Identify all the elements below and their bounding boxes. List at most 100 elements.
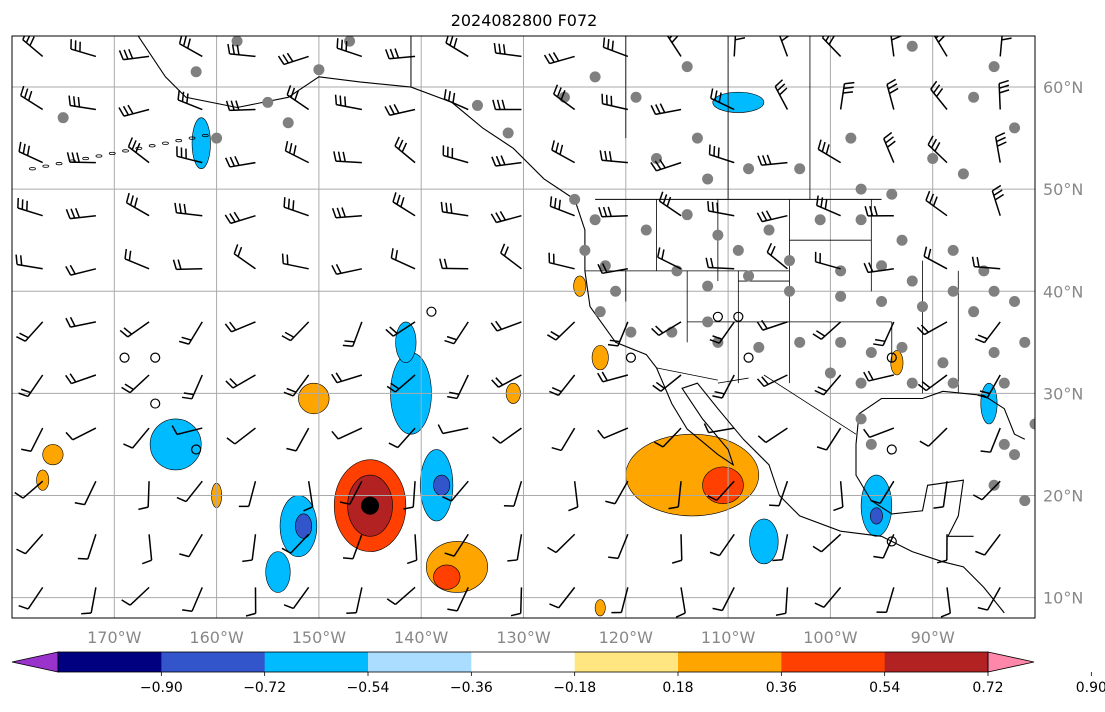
wind-barb-feather (891, 31, 900, 35)
wind-barb-feather (843, 86, 854, 90)
wind-barb-feather (131, 140, 137, 150)
wind-barb-feather (65, 265, 72, 276)
wind-barb-feather (815, 195, 819, 206)
calm-wind-circle (426, 306, 437, 317)
wind-barb-feather (284, 331, 295, 338)
wind-barb-feather (65, 374, 72, 384)
station-dot (855, 183, 867, 195)
wind-barb-feather (245, 612, 256, 617)
wind-barb-staff (185, 480, 203, 503)
wind-barb-feather (886, 140, 896, 148)
lat-tick-label: 30°N (1043, 384, 1083, 403)
wind-barb-feather (932, 196, 938, 207)
wind-barb-feather (599, 150, 603, 161)
wind-barb-staff (890, 36, 895, 57)
station-dot (947, 285, 959, 297)
wind-barb-feather (549, 390, 559, 397)
wind-barb-feather (66, 152, 71, 163)
wind-barb-feather (449, 36, 454, 46)
wind-barb-staff (251, 534, 257, 561)
wind-barb-feather (452, 92, 456, 103)
colorbar-extend-low (11, 651, 59, 673)
colorbar-tick-label: 0.90 (1076, 680, 1105, 696)
wind-barb-feather (446, 335, 457, 341)
wind-barb-feather (493, 42, 497, 54)
wind-barb-staff (414, 534, 418, 561)
colorbar-extend-high (987, 651, 1035, 673)
colorbar-tick-label: −0.54 (347, 680, 390, 696)
station-dot (262, 96, 274, 108)
station-dot (998, 377, 1010, 389)
wind-barb-staff (560, 427, 576, 451)
station-dot (824, 367, 836, 379)
wind-barb-feather (761, 319, 768, 330)
wind-barb-feather (439, 258, 443, 269)
wind-barb-feather (286, 387, 297, 393)
wind-barb-feather (337, 151, 342, 162)
wind-barb-feather (443, 258, 448, 269)
wind-barb-feather (496, 99, 501, 110)
wind-barb-feather (756, 212, 763, 222)
wind-barb-feather (553, 84, 559, 95)
wind-barb-feather (929, 193, 935, 204)
station-dot (876, 295, 888, 307)
wind-barb-feather (183, 392, 194, 396)
wind-barb-feather (286, 85, 292, 96)
wind-barb-feather (336, 38, 339, 49)
wind-barb-feather (611, 40, 614, 51)
wind-barb-feather (705, 257, 710, 268)
wind-barb-feather (863, 371, 870, 382)
wind-barb-feather (331, 264, 338, 275)
wind-barb-feather (975, 550, 985, 556)
wind-barb-feather (178, 36, 183, 44)
wind-barb-feather (707, 495, 718, 502)
wind-barb-staff (87, 534, 97, 560)
wind-barb-staff (295, 427, 310, 452)
wind-barb-staff (781, 534, 789, 560)
wind-barb-feather (292, 200, 295, 211)
wind-barb-feather (718, 92, 722, 103)
island (175, 139, 183, 143)
shaded-contour (860, 474, 893, 537)
wind-barb-feather (442, 496, 452, 502)
lat-tick-label: 10°N (1043, 589, 1083, 608)
wind-barb-feather (233, 211, 241, 222)
wind-barb-feather (177, 259, 182, 270)
wind-barb-feather (447, 608, 458, 612)
colorbar-tick-label: 0.54 (869, 680, 900, 696)
wind-barb-feather (510, 612, 521, 617)
wind-barb-feather (281, 335, 291, 342)
wind-barb-feather (123, 443, 133, 449)
station-dot (625, 326, 637, 338)
wind-barb-feather (171, 425, 178, 435)
wind-barb-feather (659, 103, 666, 113)
wind-barb-feather (76, 152, 80, 163)
wind-barb-feather (236, 44, 240, 55)
lat-tick-label: 50°N (1043, 180, 1083, 199)
colorbar-segment (884, 652, 989, 672)
wind-barb-feather (714, 390, 725, 395)
wind-barb-feather (977, 606, 988, 611)
wind-barb-feather (344, 340, 355, 343)
wind-barb-staff (22, 480, 44, 499)
wind-barb-feather (661, 249, 665, 260)
wind-barb-staff (733, 36, 737, 57)
wind-barb-feather (671, 559, 682, 564)
station-dot (640, 224, 652, 236)
wind-barb-staff (176, 427, 203, 436)
wind-barb-feather (284, 140, 289, 152)
wind-barb-staff (879, 480, 895, 504)
wind-barb-feather (385, 328, 394, 337)
wind-barb-feather (403, 506, 414, 510)
wind-barb-feather (21, 448, 32, 453)
wind-barb-staff (986, 587, 1001, 611)
shaded-contour (191, 117, 211, 170)
wind-barbs (14, 31, 1012, 618)
wind-barb-feather (703, 423, 710, 433)
wind-barb-feather (283, 604, 294, 610)
wind-barb-feather (597, 429, 605, 439)
wind-barb-feather (551, 446, 562, 452)
wind-barb-feather (449, 203, 453, 214)
colorbar-tick-label: −0.36 (450, 680, 493, 696)
island (42, 164, 50, 168)
